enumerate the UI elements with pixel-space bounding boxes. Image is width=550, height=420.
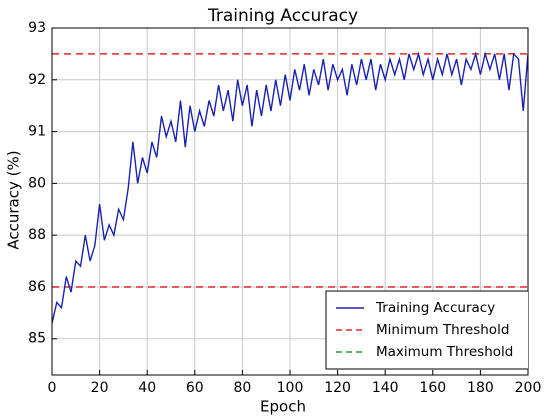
x-tick-label: 180 <box>467 380 494 396</box>
x-tick-label: 0 <box>48 380 57 396</box>
x-tick-label: 40 <box>138 380 156 396</box>
y-axis-label: Accuracy (%) <box>5 150 23 249</box>
y-tick-label: 85 <box>28 331 46 347</box>
x-tick-label: 100 <box>277 380 304 396</box>
x-axis-label: Epoch <box>260 398 306 416</box>
x-tick-label: 60 <box>186 380 204 396</box>
x-tick-label: 120 <box>324 380 351 396</box>
y-tick-label: 88 <box>28 227 46 243</box>
legend-label: Training Accuracy <box>375 300 495 316</box>
x-tick-label: 20 <box>91 380 109 396</box>
x-tick-label: 140 <box>372 380 399 396</box>
y-tick-label: 92 <box>28 72 46 88</box>
y-tick-label: 86 <box>28 279 46 295</box>
data-line <box>52 51 528 324</box>
plot-area <box>52 51 528 324</box>
chart-title: Training Accuracy <box>207 6 358 26</box>
x-tick-label: 200 <box>515 380 542 396</box>
y-tick-label: 80 <box>28 175 46 191</box>
legend-box <box>325 290 528 370</box>
plot-frame <box>51 27 529 376</box>
y-tick-label: 93 <box>28 20 46 36</box>
legend: Training Accuracy Minimum Threshold Maximu… <box>325 290 528 370</box>
x-tick-label: 80 <box>233 380 251 396</box>
y-tick-label: 91 <box>28 124 46 140</box>
x-tick-label: 160 <box>419 380 446 396</box>
legend-label: Maximum Threshold <box>376 344 513 360</box>
legend-label: Minimum Threshold <box>376 322 509 338</box>
